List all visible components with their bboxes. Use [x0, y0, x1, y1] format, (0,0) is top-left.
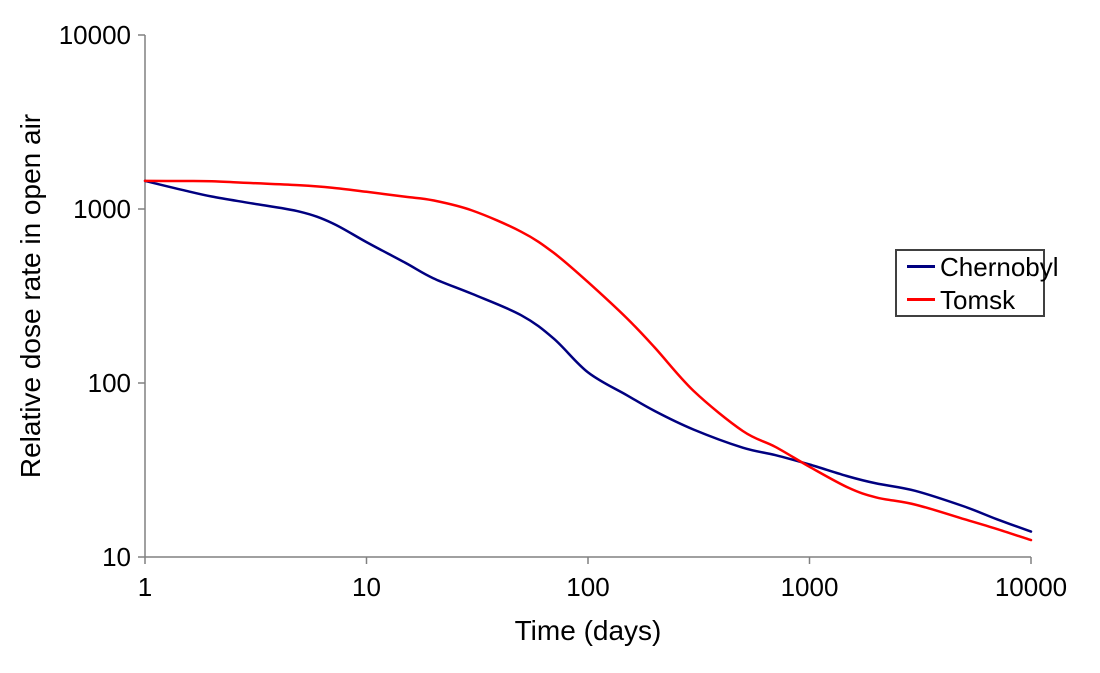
legend-item-chernobyl: Chernobyl [907, 254, 1059, 280]
y-tick-label: 1000 [73, 194, 131, 224]
legend-line-sample-chernobyl [907, 265, 935, 268]
y-tick-label: 10 [102, 542, 131, 572]
x-tick-label: 100 [566, 572, 609, 602]
x-tick-label: 10000 [995, 572, 1067, 602]
y-axis-title: Relative dose rate in open air [15, 113, 46, 479]
series-line-tomsk [143, 179, 1033, 542]
y-tick-label: 100 [88, 368, 131, 398]
series-lines [143, 179, 1033, 542]
legend-label-chernobyl: Chernobyl [940, 251, 1059, 282]
x-tick-label: 1000 [781, 572, 839, 602]
x-tick-label: 1 [138, 572, 152, 602]
series-line-chernobyl [143, 179, 1033, 533]
x-tick-label: 10 [352, 572, 381, 602]
legend: Chernobyl Tomsk [895, 249, 1059, 317]
legend-line-sample-tomsk [907, 298, 935, 301]
y-tick-label: 10000 [59, 20, 131, 50]
legend-item-tomsk: Tomsk [907, 287, 1043, 313]
legend-label-tomsk: Tomsk [940, 284, 1016, 315]
x-axis-title: Time (days) [514, 615, 662, 646]
